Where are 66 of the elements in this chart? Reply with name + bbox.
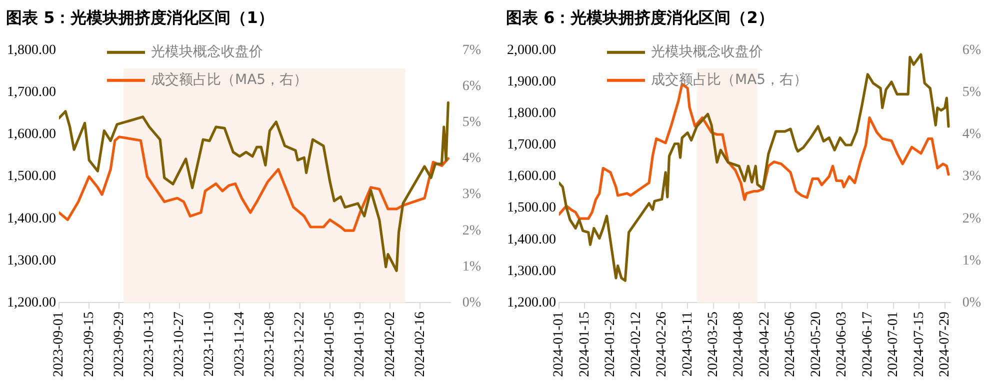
- y2-tick-label: 0%: [462, 295, 482, 310]
- y-tick-label: 1,300.00: [7, 253, 56, 268]
- x-tick-label: 2024-02-12: [628, 312, 644, 378]
- chart-title: 图表 5：光模块拥挤度消化区间（1）: [5, 7, 275, 29]
- y2-tick-label: 4%: [462, 151, 482, 166]
- y2-tick-label: 2%: [462, 223, 482, 238]
- x-tick-label: 2024-07-15: [912, 312, 927, 378]
- x-tick-label: 2023-09-29: [112, 312, 127, 378]
- legend-label: 光模块概念收盘价: [151, 44, 263, 60]
- y-tick-label: 1,800.00: [7, 43, 56, 58]
- y2-tick-label: 1%: [462, 259, 482, 274]
- x-tick-label: 2023-12-08: [262, 312, 278, 378]
- legend-label: 成交额占比（MA5，右）: [151, 72, 308, 88]
- y-tick-label: 1,200.00: [7, 295, 56, 310]
- y-tick-label: 1,600.00: [507, 169, 556, 184]
- y2-tick-label: 3%: [462, 187, 482, 202]
- x-tick-label: 2024-01-01: [552, 312, 567, 378]
- y-tick-label: 2,000.00: [507, 43, 556, 58]
- y2-tick-label: 6%: [462, 79, 482, 94]
- y2-tick-label: 0%: [962, 295, 982, 310]
- legend-label: 光模块概念收盘价: [651, 44, 763, 60]
- x-tick-label: 2023-10-13: [142, 312, 157, 378]
- y-tick-label: 1,800.00: [507, 106, 556, 122]
- x-tick-label: 2024-04-08: [732, 312, 747, 378]
- x-tick-label: 2023-09-15: [82, 312, 97, 378]
- x-tick-label: 2024-02-16: [412, 312, 428, 378]
- x-tick-label: 2024-06-03: [834, 312, 850, 378]
- x-tick-label: 2024-03-11: [680, 312, 696, 376]
- y-tick-label: 1,500.00: [7, 169, 56, 184]
- legend-label: 成交额占比（MA5，右）: [651, 72, 808, 88]
- x-tick-label: 2024-01-15: [577, 312, 592, 378]
- x-tick-label: 2023-12-22: [292, 312, 308, 378]
- y-tick-label: 1,400.00: [7, 211, 56, 226]
- x-tick-label: 2024-04-22: [757, 312, 772, 378]
- y-tick-label: 1,400.00: [507, 232, 556, 248]
- y-tick-label: 1,700.00: [507, 138, 556, 153]
- y-tick-label: 1,500.00: [507, 200, 556, 216]
- x-tick-label: 2024-01-19: [352, 312, 368, 378]
- x-tick-label: 2023-10-27: [172, 312, 188, 378]
- chart-title: 图表 6：光模块拥挤度消化区间（2）: [505, 7, 775, 29]
- x-tick-label: 2024-01-05: [322, 312, 338, 378]
- y-tick-label: 1,700.00: [7, 85, 56, 100]
- y-tick-label: 1,600.00: [7, 127, 56, 142]
- y2-tick-label: 2%: [962, 211, 982, 226]
- y2-tick-label: 1%: [962, 253, 982, 268]
- x-tick-label: 2024-05-20: [808, 312, 824, 378]
- x-tick-label: 2023-11-24: [232, 312, 248, 376]
- y-tick-label: 1,900.00: [507, 74, 556, 90]
- y2-tick-label: 5%: [462, 115, 482, 130]
- x-tick-label: 2024-07-01: [886, 312, 902, 378]
- x-tick-label: 2024-01-29: [603, 312, 618, 378]
- x-tick-label: 2024-02-26: [654, 312, 670, 378]
- x-tick-label: 2024-05-06: [783, 312, 798, 378]
- x-tick-label: 2024-02-02: [382, 312, 398, 378]
- y2-tick-label: 5%: [962, 85, 982, 100]
- x-tick-label: 2024-07-29: [938, 312, 952, 378]
- x-tick-label: 2023-11-10: [202, 312, 218, 376]
- y2-tick-label: 4%: [962, 127, 982, 142]
- y2-tick-label: 7%: [462, 43, 482, 58]
- y2-tick-label: 6%: [962, 43, 982, 58]
- x-tick-label: 2023-09-01: [52, 312, 67, 378]
- y-tick-label: 1,300.00: [507, 264, 556, 279]
- y2-tick-label: 3%: [962, 169, 982, 184]
- y-tick-label: 1,200.00: [507, 295, 556, 310]
- x-tick-label: 2024-06-17: [860, 312, 876, 378]
- x-tick-label: 2024-03-25: [706, 312, 721, 378]
